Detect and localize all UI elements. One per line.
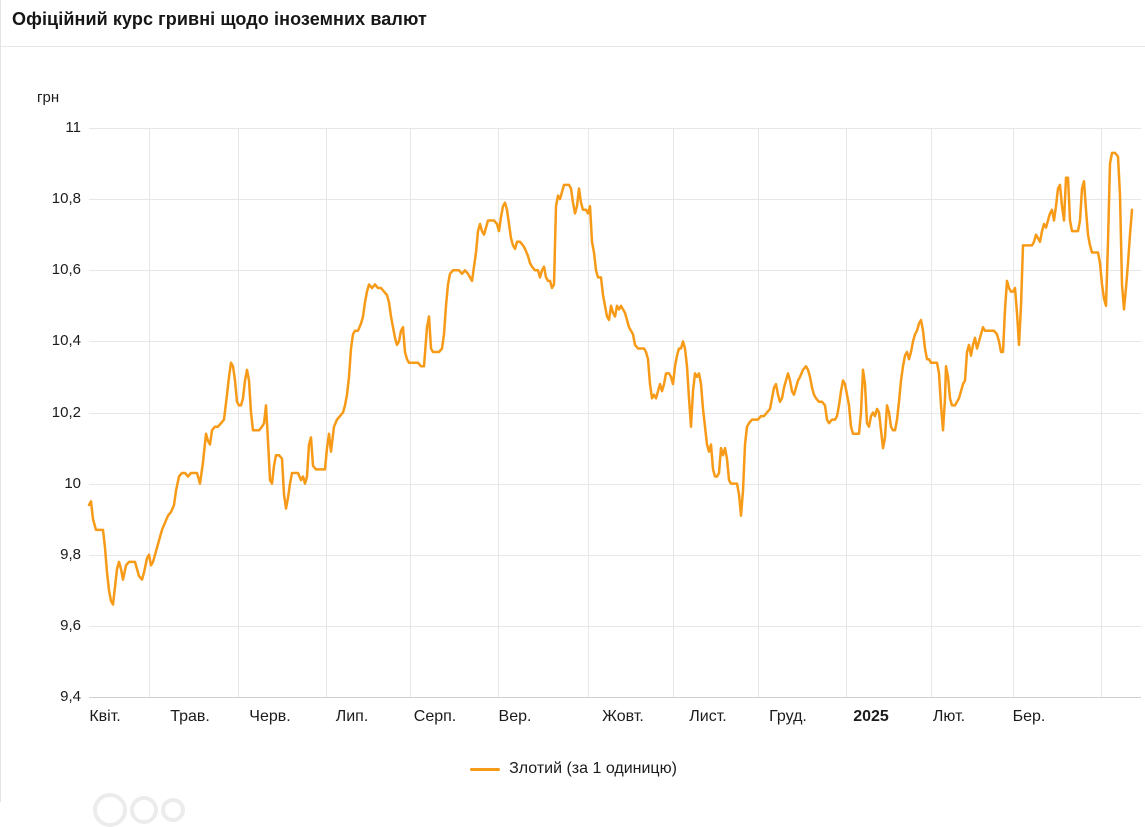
y-axis-unit-label: грн: [37, 89, 60, 106]
y-tick-label: 10,6: [51, 261, 81, 279]
y-tick-label: 10,4: [51, 332, 81, 350]
x-tick-label: Трав.: [170, 708, 210, 725]
x-tick-label: Черв.: [249, 708, 291, 725]
legend-label[interactable]: Злотий (за 1 одиницю): [509, 760, 677, 777]
y-tick-label: 9,4: [60, 688, 81, 705]
x-tick-label: Вер.: [498, 708, 532, 725]
y-tick-label: 10,2: [51, 403, 81, 421]
exchange-rate-chart[interactable]: [1, 0, 1145, 802]
y-tick-label: 9,6: [60, 616, 81, 634]
watermark-arc: [93, 793, 127, 827]
x-tick-label: Квіт.: [89, 708, 121, 725]
y-tick-label: 10,8: [51, 190, 81, 208]
y-tick-label: 11: [65, 119, 81, 136]
x-tick-label: Лют.: [932, 708, 966, 725]
x-tick-label: Лип.: [335, 708, 369, 725]
y-tick-label: 9,8: [60, 545, 81, 563]
x-tick-label: Жовт.: [602, 708, 644, 725]
x-tick-label: Груд.: [769, 708, 807, 725]
page-title: Офіційний курс гривні щодо іноземних вал…: [12, 9, 427, 29]
header-divider: [1, 46, 1145, 47]
x-tick-label: Серп.: [413, 708, 457, 725]
x-tick-label: Бер.: [1012, 708, 1046, 725]
zloty-line-series[interactable]: [87, 151, 1134, 606]
x-tick-label: 2025: [853, 708, 889, 725]
watermark: [93, 793, 185, 827]
legend-line-swatch: [470, 767, 501, 771]
y-tick-label: 10: [64, 474, 81, 492]
x-tick-label: Лист.: [689, 708, 727, 725]
legend[interactable]: Злотий (за 1 одиницю): [1, 757, 1145, 781]
watermark-arc: [130, 796, 158, 824]
